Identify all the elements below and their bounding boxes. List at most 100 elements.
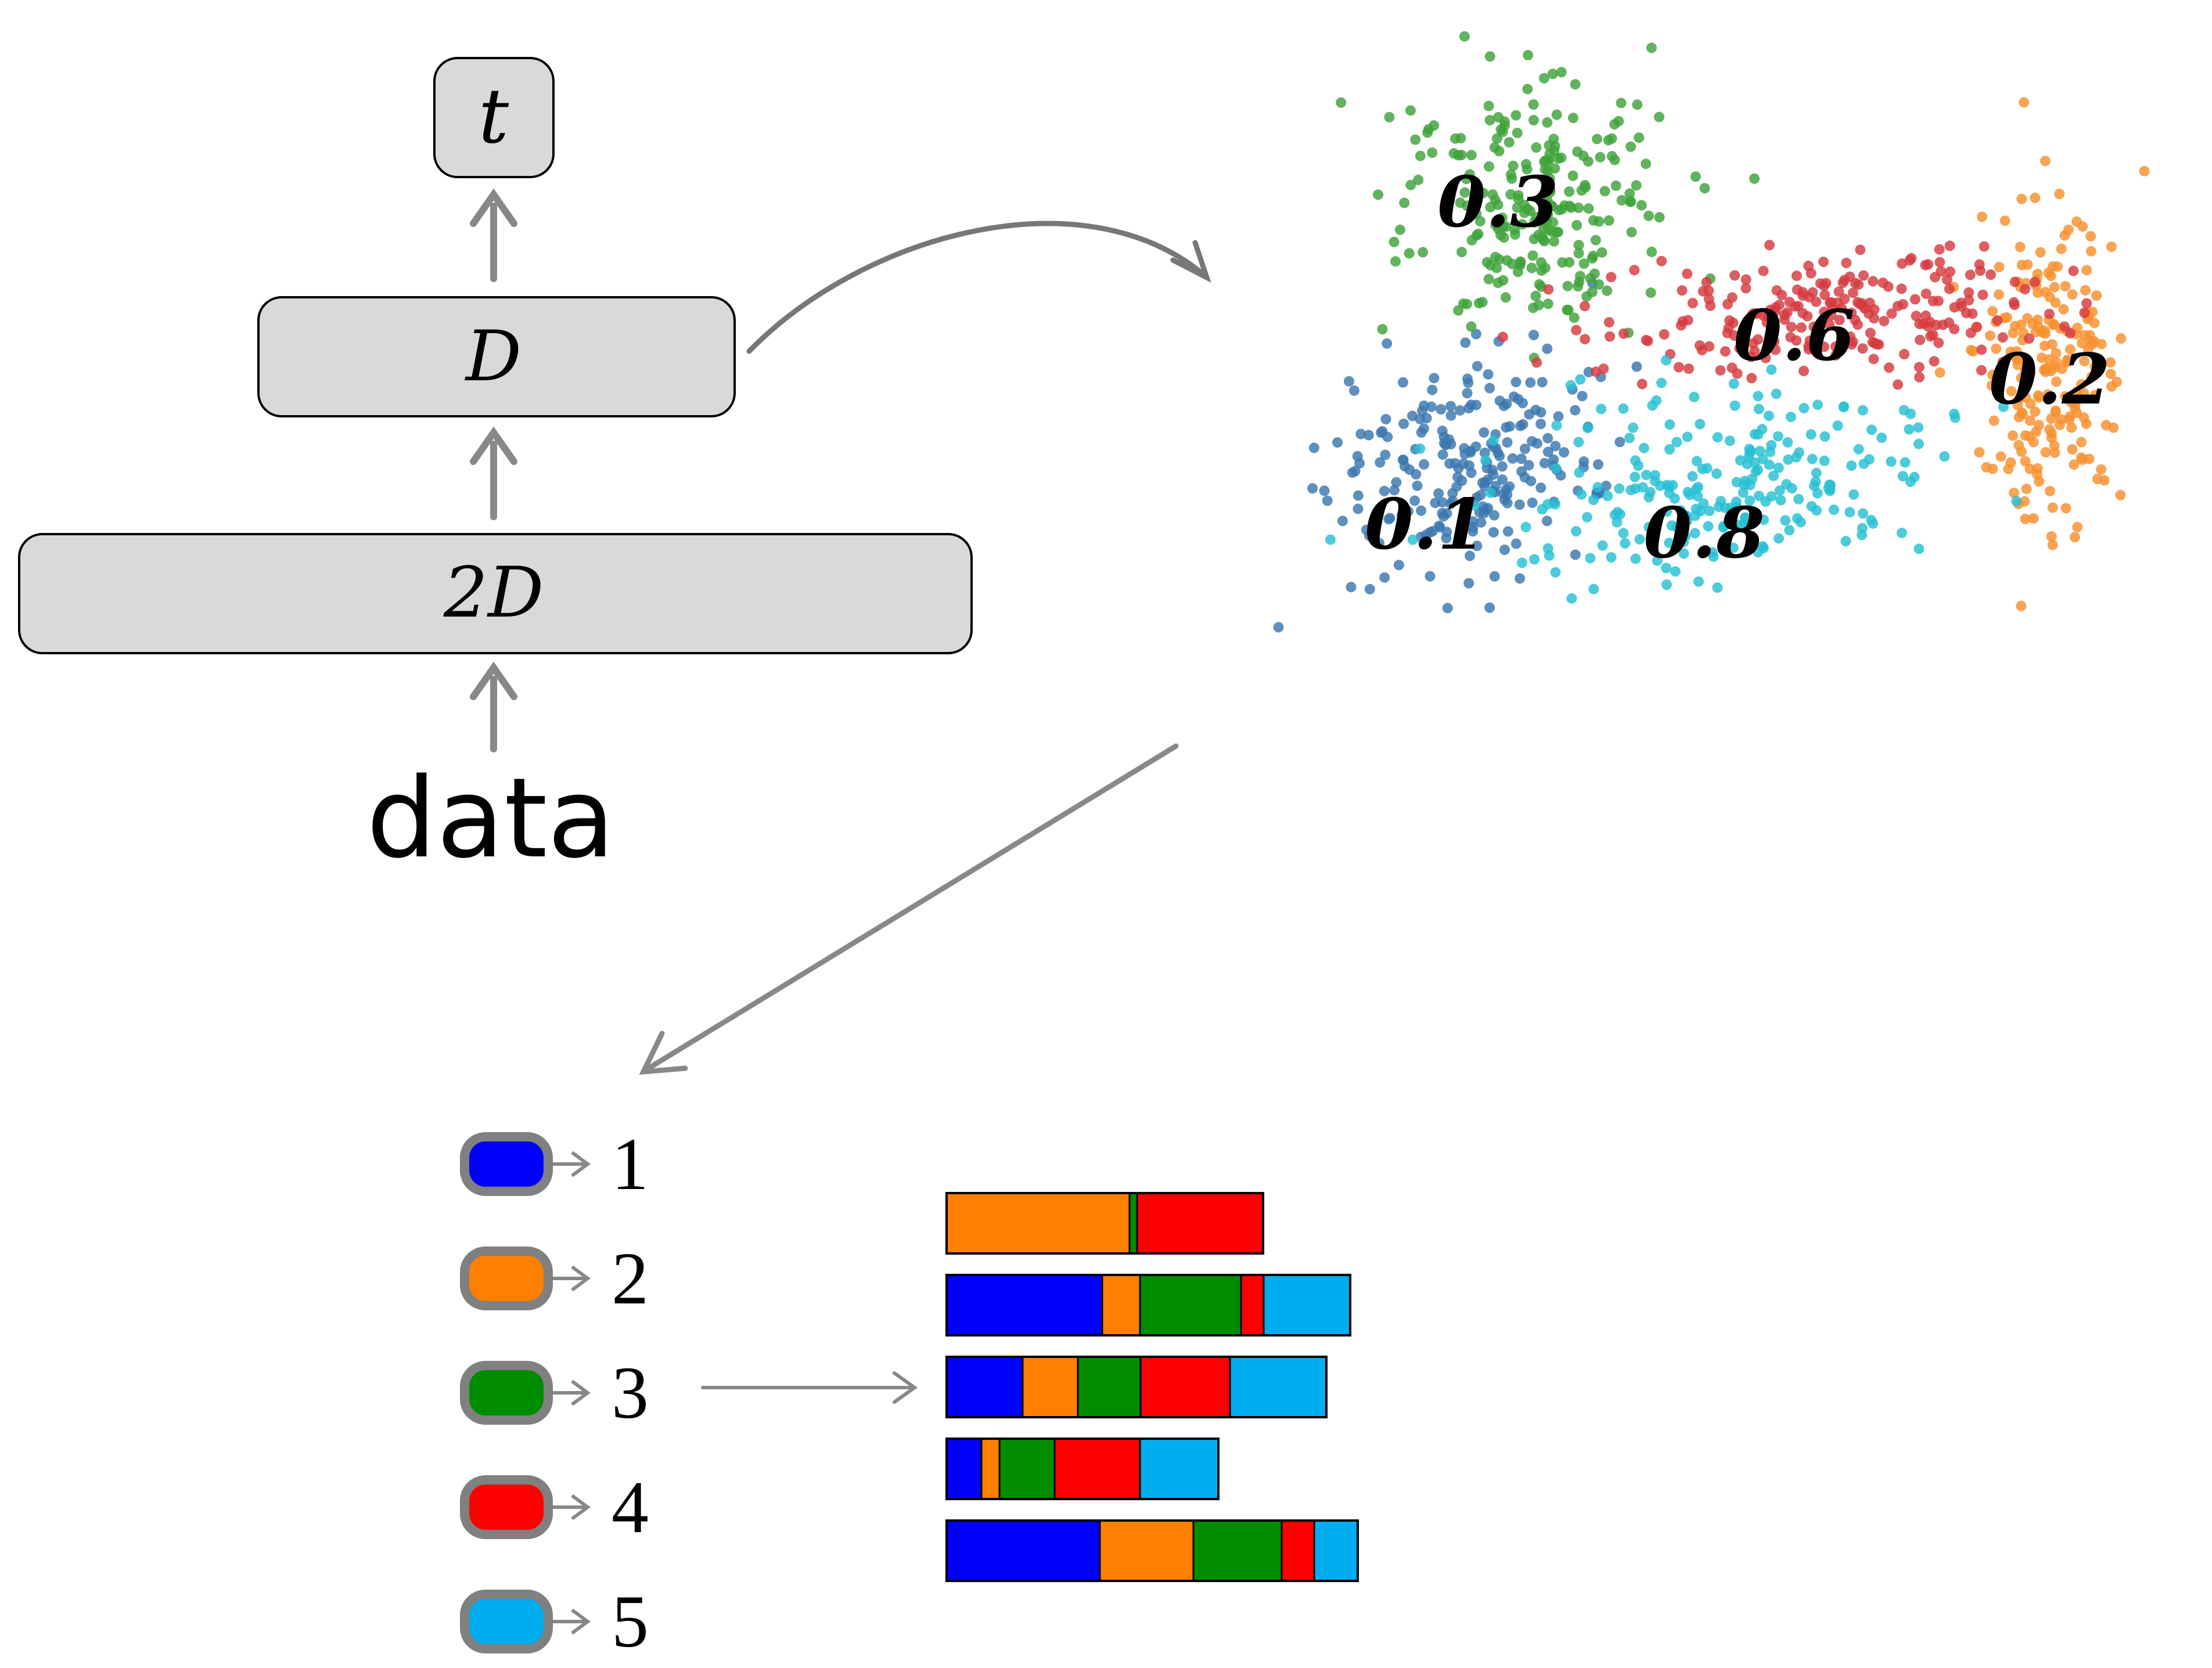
scatter-point (1707, 547, 1718, 558)
scatter-point (1453, 463, 1464, 474)
scatter-point (1544, 140, 1555, 151)
scatter-point (1508, 160, 1519, 171)
scatter-point (1495, 124, 1506, 135)
scatter-point (1614, 483, 1625, 494)
scatter-point (1609, 154, 1620, 165)
scatter-point (1581, 291, 1592, 302)
scatter-point (1791, 271, 1802, 282)
legend-swatch (460, 1247, 553, 1310)
scatter-point (1643, 521, 1654, 532)
scatter-point (1732, 519, 1743, 530)
scatter-point (1544, 550, 1555, 561)
scatter-point (1664, 444, 1675, 455)
scatter-point (1728, 542, 1739, 553)
scatter-point (2060, 281, 2071, 291)
scatter-point (1646, 246, 1657, 257)
scatter-point (1597, 540, 1608, 551)
scatter-point (1681, 510, 1692, 521)
scatter-point (1796, 322, 1807, 333)
scatter-point (1677, 285, 1688, 296)
scatter-point (1829, 505, 1839, 515)
scatter-point (1986, 380, 1997, 391)
scatter-point (1585, 553, 1596, 564)
scatter-point (1949, 408, 1959, 419)
scatter-point (1500, 292, 1511, 303)
scatter-point (2040, 156, 2051, 167)
scatter-point (1522, 164, 1533, 175)
scatter-point (2100, 420, 2112, 431)
scatter-point (1405, 179, 1416, 190)
scatter-point (1645, 487, 1656, 498)
scatter-point (1727, 362, 1738, 373)
bar-segment-class-5 (1263, 1274, 1351, 1336)
scatter-point (1775, 495, 1786, 506)
legend-swatch (460, 1132, 553, 1196)
scatter-point (2011, 496, 2022, 507)
scatter-point (1538, 73, 1549, 84)
scatter-point (2080, 285, 2091, 296)
scatter-point (1463, 460, 1474, 471)
scatter-point (2081, 265, 2092, 276)
scatter-point (1412, 480, 1423, 491)
scatter-point (2028, 437, 2039, 448)
scatter-point (2045, 271, 2056, 282)
scatter-point (1542, 298, 1553, 309)
scatter-point (1542, 117, 1553, 128)
scatter-point (1893, 379, 1904, 390)
scatter-point (1992, 315, 2003, 326)
scatter-point (1363, 430, 1374, 441)
scatter-point (2030, 406, 2041, 417)
scatter-point (2003, 463, 2014, 474)
scatter-point (1614, 437, 1625, 448)
scatter-point (1580, 334, 1591, 345)
scatter-point (1353, 503, 1364, 514)
scatter-point (1654, 212, 1665, 223)
scatter-point (1353, 490, 1364, 501)
scatter-point (1502, 526, 1513, 537)
scatter-point (1853, 444, 1864, 455)
bar-row-4 (945, 1438, 1220, 1500)
scatter-point (1571, 219, 1582, 230)
scatter-point (1492, 199, 1504, 210)
scatter-point (1444, 434, 1455, 445)
scatter-point (1618, 528, 1629, 539)
scatter-point (1727, 292, 1738, 303)
scatter-point (1570, 79, 1581, 90)
legend-item-5: 5 (460, 1580, 649, 1663)
scatter-point (1761, 317, 1772, 328)
scatter-point (1923, 259, 1934, 270)
legend-arrow-head (571, 1379, 591, 1406)
scatter-point (1484, 383, 1495, 394)
bar-segment-class-4 (1053, 1438, 1141, 1500)
scatter-point (2044, 485, 2055, 496)
scatter-point (1464, 169, 1475, 180)
scatter-point (1502, 255, 1513, 266)
scatter-point (1630, 471, 1641, 482)
scatter-point (1740, 513, 1751, 524)
scatter-cluster-orange (1934, 97, 2150, 611)
scatter-point (1712, 432, 1723, 443)
scatter-point (1476, 517, 1487, 528)
scatter-point (1819, 289, 1830, 300)
scatter-point (1847, 287, 1858, 298)
scatter-point (1497, 461, 1508, 472)
scatter-point (1715, 496, 1727, 507)
scatter-point (1661, 579, 1672, 590)
scatter-point (1519, 207, 1530, 218)
bar-segment-class-4 (1139, 1356, 1231, 1418)
scatter-point (1463, 377, 1474, 388)
scatter-point (1434, 520, 1444, 531)
scatter-point (1840, 536, 1851, 547)
scatter-point (2006, 386, 2017, 397)
scatter-point (2072, 521, 2083, 532)
scatter-point (2064, 411, 2076, 422)
scatter-point (1497, 474, 1508, 485)
scatter-point (2076, 452, 2087, 463)
scatter-point (1625, 196, 1636, 207)
bar-row-3 (945, 1356, 1328, 1418)
scatter-point (1380, 449, 1391, 460)
scatter-point (1799, 403, 1810, 413)
scatter-point (1389, 236, 1400, 247)
scatter-point (1537, 377, 1548, 388)
scatter-point (1827, 303, 1838, 314)
